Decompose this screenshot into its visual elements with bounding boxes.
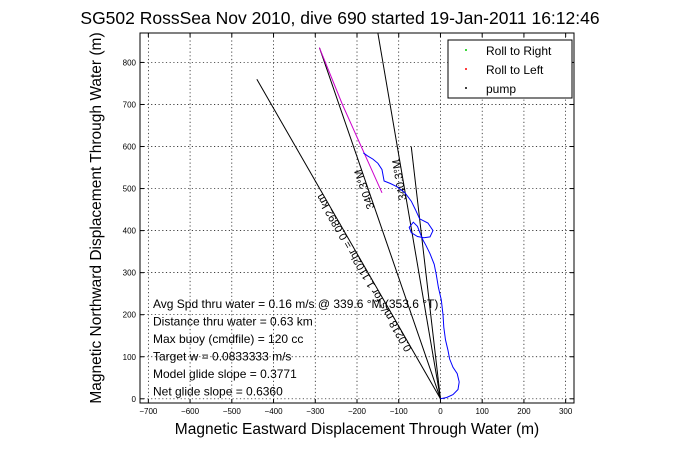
legend-marker — [465, 87, 467, 89]
annotation-line: Net glide slope = 0.6360 — [153, 385, 283, 399]
x-tick-label: −200 — [348, 407, 367, 416]
glider-track — [363, 152, 460, 400]
annotation-line: Max buoy (cmdfile) = 120 cc — [153, 332, 303, 346]
annotation-line: Target w = 0.0833333 m/s — [153, 350, 291, 364]
x-tick-label: 0 — [438, 407, 443, 416]
x-axis-ticks: −700 −600 −500 −400 −300 −200 −100 0 100 200 300 — [139, 33, 573, 416]
legend-box — [447, 39, 573, 99]
segment-current — [256, 79, 441, 400]
x-tick-label: −600 — [181, 407, 200, 416]
y-axis-ticks: 0 100 200 300 400 500 600 700 800 — [123, 58, 574, 404]
x-tick-label: −400 — [265, 407, 284, 416]
y-tick-label: 100 — [123, 353, 137, 362]
annotation-line: Model glide slope = 0.3771 — [153, 367, 297, 381]
y-tick-label: 200 — [123, 311, 137, 320]
y-axis-label: Magnetic Northward Displacement Through … — [88, 32, 105, 403]
legend-label: Roll to Left — [486, 63, 544, 77]
legend-marker — [465, 49, 467, 51]
chart-title: SG502 RossSea Nov 2010, dive 690 started… — [80, 8, 599, 28]
x-axis-label: Magnetic Eastward Displacement Through W… — [175, 421, 539, 438]
x-tick-label: 200 — [517, 407, 531, 416]
y-tick-label: 700 — [123, 100, 137, 109]
x-tick-label: −300 — [306, 407, 325, 416]
y-tick-label: 300 — [123, 269, 137, 278]
grid-lines — [140, 33, 574, 403]
legend-marker — [465, 68, 467, 70]
x-tick-label: −700 — [139, 407, 158, 416]
legend-label: pump — [486, 82, 516, 96]
y-tick-label: 500 — [123, 185, 137, 194]
segment-heading — [318, 47, 441, 399]
y-tick-label: 400 — [123, 227, 137, 236]
y-tick-label: 800 — [123, 58, 137, 67]
legend: Roll to Right Roll to Left pump — [447, 39, 573, 99]
annotation-block: Avg Spd thru water = 0.16 m/s @ 339.6 °M… — [153, 297, 438, 399]
segment-course — [377, 32, 441, 399]
magenta-track — [318, 47, 383, 194]
y-tick-label: 600 — [123, 143, 137, 152]
x-tick-label: 300 — [559, 407, 573, 416]
annotation-line: Avg Spd thru water = 0.16 m/s @ 339.6 °M… — [153, 297, 438, 311]
x-tick-label: −100 — [390, 407, 409, 416]
x-tick-label: −500 — [223, 407, 242, 416]
legend-label: Roll to Right — [486, 44, 552, 58]
annotation-line: Distance thru water = 0.63 km — [153, 315, 313, 329]
x-tick-label: 100 — [476, 407, 490, 416]
y-tick-label: 0 — [132, 395, 137, 404]
segment-net — [410, 146, 441, 399]
